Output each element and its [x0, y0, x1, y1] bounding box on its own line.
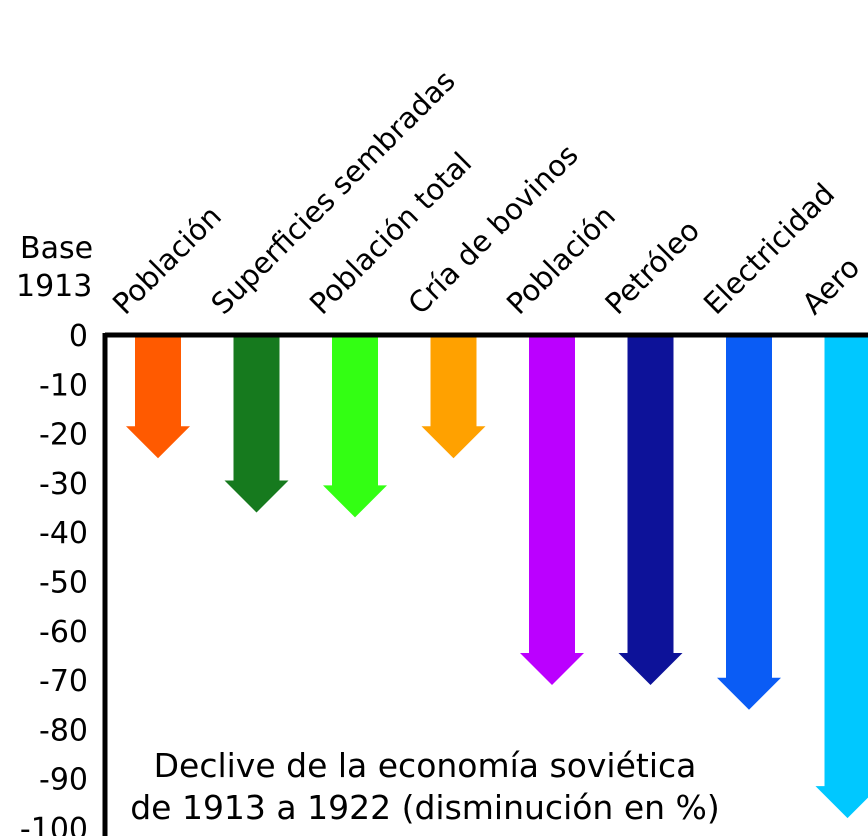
caption-line1: Declive de la economía soviética — [153, 746, 697, 785]
bar-arrow — [815, 335, 868, 819]
caption-line2: de 1913 a 1922 (disminución en %) — [130, 788, 720, 827]
bar-arrow — [520, 335, 584, 685]
y-tick-label: -60 — [39, 615, 88, 650]
y-tick-label: -20 — [39, 418, 88, 453]
bar-arrow — [224, 335, 289, 513]
y-tick-label: -10 — [39, 368, 88, 403]
bar-arrow — [126, 335, 190, 459]
base-label-line2: 1913 — [16, 269, 92, 304]
y-tick-label: -90 — [39, 763, 88, 798]
bar-arrow — [717, 335, 781, 710]
bar-arrow — [421, 335, 486, 459]
y-tick-label: 0 — [69, 319, 88, 354]
category-label: Cría de bovinos — [401, 138, 584, 321]
category-label: Aero — [795, 250, 866, 321]
chart-caption: Declive de la economía soviética de 1913… — [110, 745, 740, 829]
bar-arrow — [323, 335, 387, 518]
y-tick-label: -30 — [39, 467, 88, 502]
bar-arrow — [618, 335, 683, 685]
y-tick-label: -100 — [20, 812, 88, 836]
y-tick-label: -50 — [39, 566, 88, 601]
y-tick-label: -80 — [39, 713, 88, 748]
y-tick-label: -70 — [39, 664, 88, 699]
y-tick-label: -40 — [39, 516, 88, 551]
base-label-line1: Base — [20, 231, 93, 266]
